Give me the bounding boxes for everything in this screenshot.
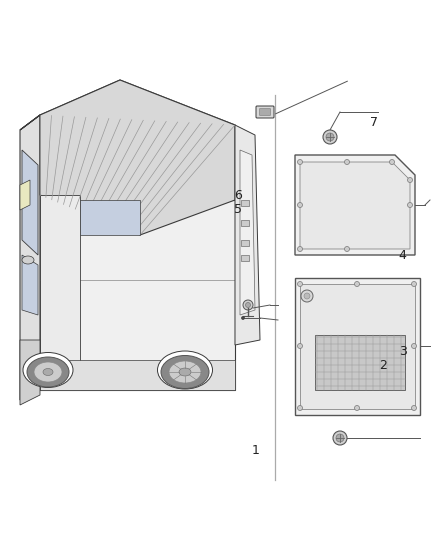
Bar <box>241 240 249 246</box>
Bar <box>241 255 249 261</box>
Circle shape <box>301 290 313 302</box>
Bar <box>241 220 249 226</box>
Polygon shape <box>300 284 415 409</box>
Circle shape <box>243 300 253 310</box>
Circle shape <box>333 431 347 445</box>
Ellipse shape <box>161 356 209 389</box>
Polygon shape <box>240 150 255 315</box>
Circle shape <box>241 317 244 319</box>
FancyBboxPatch shape <box>256 106 274 118</box>
Polygon shape <box>22 150 38 255</box>
Polygon shape <box>40 80 235 235</box>
Circle shape <box>297 246 303 252</box>
Circle shape <box>326 133 334 141</box>
Text: 1: 1 <box>252 444 260 457</box>
Polygon shape <box>295 278 420 415</box>
Circle shape <box>304 293 310 299</box>
FancyBboxPatch shape <box>259 109 271 116</box>
Circle shape <box>297 406 303 410</box>
Ellipse shape <box>169 361 201 383</box>
Polygon shape <box>40 195 235 390</box>
Ellipse shape <box>34 362 62 382</box>
Text: 7: 7 <box>370 116 378 129</box>
Circle shape <box>297 343 303 349</box>
Circle shape <box>411 343 417 349</box>
Ellipse shape <box>23 352 73 387</box>
Polygon shape <box>300 162 410 249</box>
Circle shape <box>336 434 344 442</box>
Ellipse shape <box>22 256 34 264</box>
Bar <box>241 200 249 206</box>
Circle shape <box>297 159 303 165</box>
Circle shape <box>411 281 417 287</box>
Circle shape <box>345 159 350 165</box>
Ellipse shape <box>179 368 191 376</box>
Text: 3: 3 <box>399 345 406 358</box>
Text: 5: 5 <box>234 203 242 216</box>
Circle shape <box>297 203 303 207</box>
Circle shape <box>246 303 251 308</box>
Text: 2: 2 <box>379 359 387 372</box>
Circle shape <box>411 406 417 410</box>
Polygon shape <box>315 335 405 390</box>
Text: 4: 4 <box>399 249 406 262</box>
Polygon shape <box>20 340 40 405</box>
Ellipse shape <box>158 351 212 389</box>
Polygon shape <box>80 200 140 235</box>
Polygon shape <box>40 360 235 390</box>
Circle shape <box>345 246 350 252</box>
Polygon shape <box>20 115 40 400</box>
Ellipse shape <box>27 357 69 387</box>
Circle shape <box>389 159 395 165</box>
Polygon shape <box>295 155 415 255</box>
Circle shape <box>354 406 360 410</box>
Text: 6: 6 <box>234 189 242 201</box>
Polygon shape <box>235 125 260 345</box>
Circle shape <box>354 281 360 287</box>
Circle shape <box>323 130 337 144</box>
Circle shape <box>297 281 303 287</box>
Polygon shape <box>22 255 38 315</box>
Polygon shape <box>40 195 80 390</box>
Ellipse shape <box>43 368 53 376</box>
Polygon shape <box>20 80 235 235</box>
Circle shape <box>407 177 413 182</box>
Polygon shape <box>20 180 30 210</box>
Circle shape <box>407 203 413 207</box>
